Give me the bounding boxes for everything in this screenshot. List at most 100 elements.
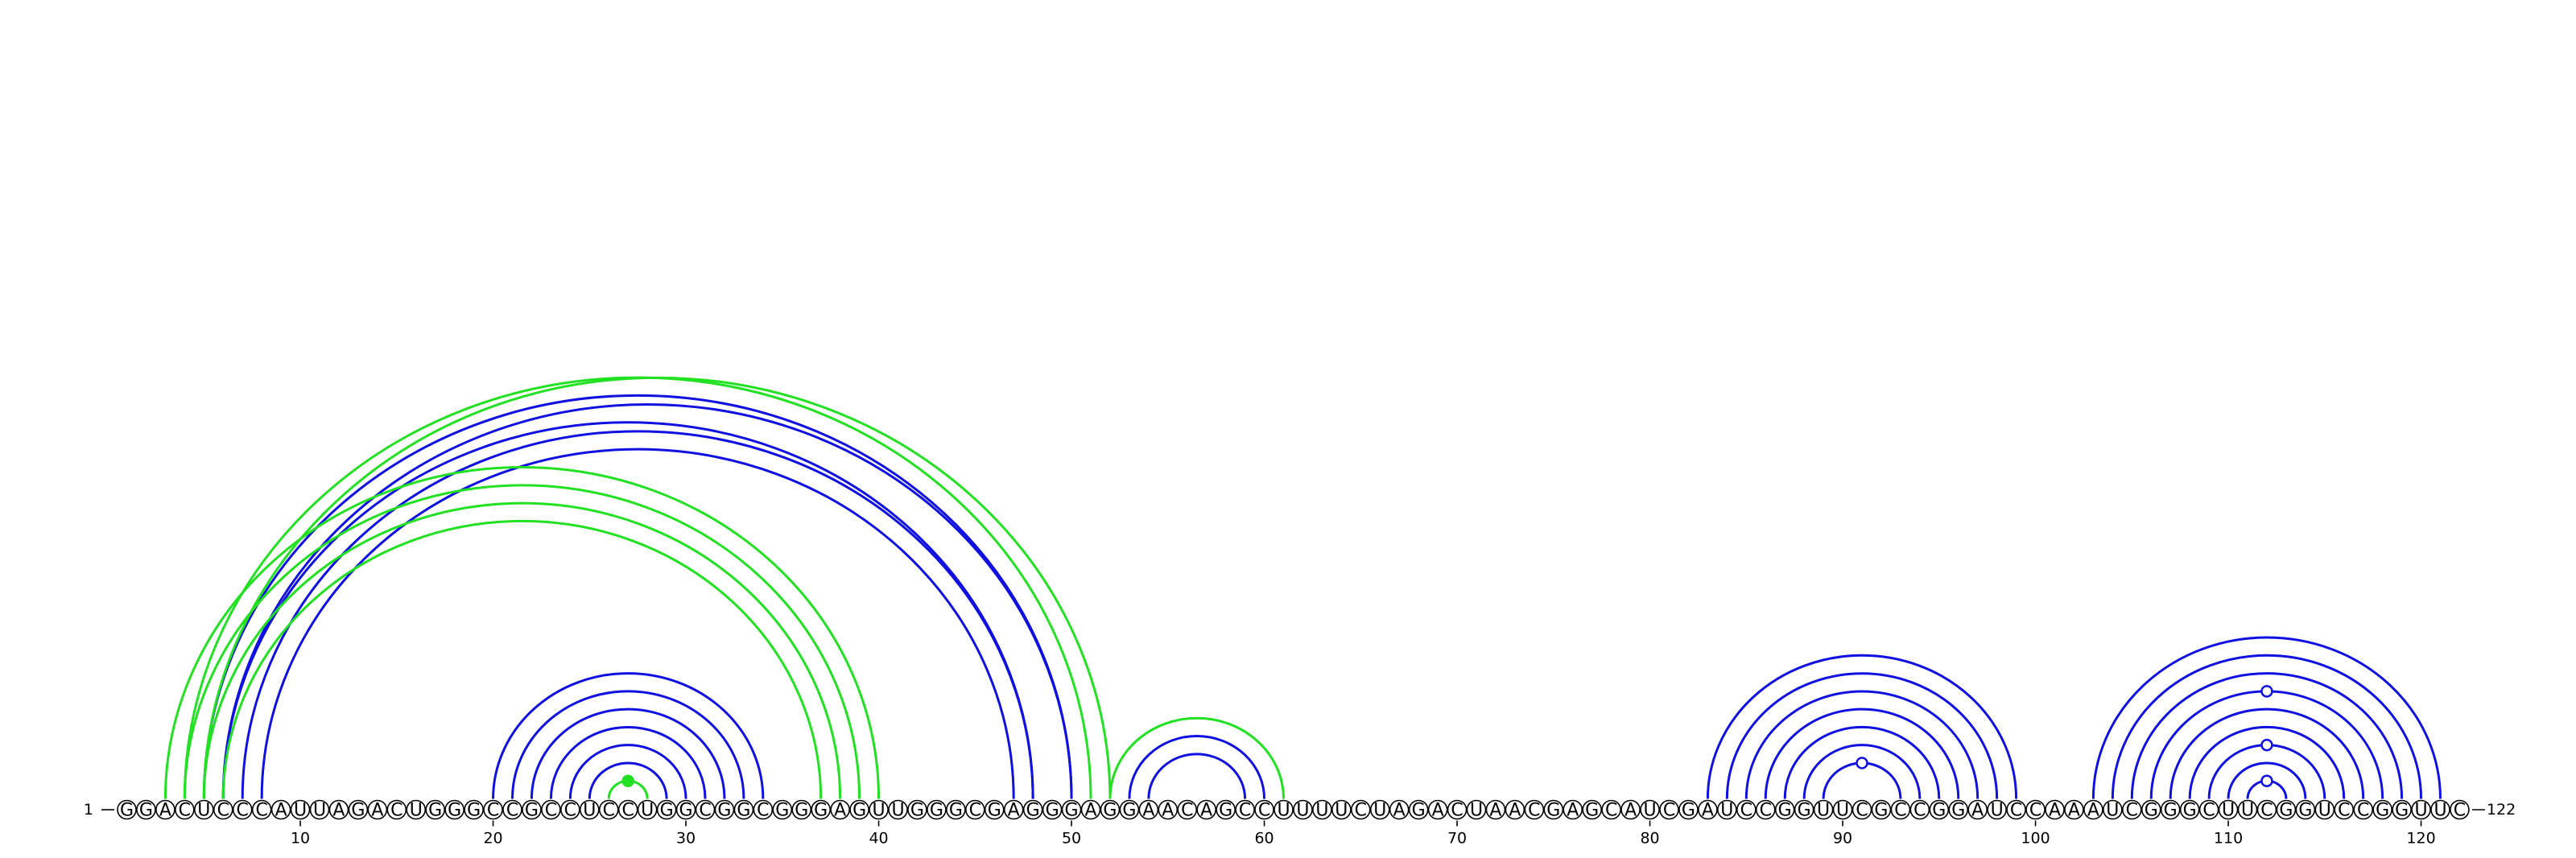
base-circle [2064,799,2084,820]
base-letter: C [179,801,191,821]
base-circle [1351,799,1371,820]
base-circle [1698,799,1718,820]
tick-label-60: 60 [1254,830,1274,848]
base-circle [1427,799,1448,820]
base-circle [1852,799,1872,820]
base-30: G [675,799,696,821]
base-circle [2237,799,2258,820]
base-116: C [2334,799,2355,821]
base-119: G [2392,799,2412,821]
base-circle [1466,799,1487,820]
arc-103-121 [2091,636,2442,799]
base-letter: C [622,801,634,821]
arc-88-94 [1802,744,1922,799]
base-88: G [1794,799,1814,821]
base-circle [2218,799,2239,820]
base-4: C [175,799,195,821]
base-letter: C [1605,801,1617,821]
base-circle [155,799,175,820]
base-circle [1774,799,1795,820]
base-circle [579,799,600,820]
ends-layer: 1 122 [84,801,2516,819]
base-circle [328,799,349,820]
base-letter: A [2068,801,2080,821]
arc-107-117 [2169,707,2365,799]
base-107: G [2160,799,2181,821]
base-circle [753,799,774,820]
base-letter: G [679,801,693,821]
base-letter: U [410,801,423,821]
arc-110-114 [2227,761,2307,799]
base-letter: A [2087,801,2099,821]
base-letter: G [1412,801,1426,821]
base-circle [1640,799,1660,820]
base-49: G [1042,799,1063,821]
base-122: C [2450,799,2470,821]
base-circle [1948,799,1969,820]
base-circle [2006,799,2026,820]
base-letter: U [583,801,596,821]
base-circle [1447,799,1468,820]
base-letter: G [1932,801,1946,821]
base-37: G [811,799,832,821]
base-24: C [560,799,580,821]
base-35: G [772,799,793,821]
arc-6-50 [221,403,1073,799]
base-circle [984,799,1005,820]
base-55: A [1158,799,1179,821]
base-36: G [791,799,812,821]
arc-4-51 [183,376,1092,799]
tick-label-120: 120 [2406,830,2435,848]
base-circle [1909,799,1930,820]
base-58: G [1216,799,1236,821]
base-78: C [1601,799,1621,821]
base-letter: G [1046,801,1059,821]
arc-8-47 [260,448,1015,799]
arc-25-29 [588,761,668,799]
base-letter: G [525,801,539,821]
base-circle [541,799,561,820]
base-letter: C [390,801,402,821]
base-75: G [1543,799,1564,821]
base-circle [637,799,658,820]
base-letter: U [1643,801,1656,821]
base-circle [617,799,638,820]
base-65: C [1351,799,1371,821]
base-circle [560,799,580,820]
base-letter: C [1528,801,1540,821]
base-letter: G [428,801,442,821]
arc-marker-3 [2260,738,2273,752]
base-letter: U [294,801,307,821]
arc-83-99 [1706,654,2018,799]
base-letter: C [217,801,229,821]
base-circle [695,799,716,820]
base-letter: C [564,801,576,821]
base-letter: U [2434,801,2446,821]
base-letter: G [139,801,153,821]
base-letter: C [1355,801,1367,821]
base-letter: G [2298,801,2312,821]
base-circle [2314,799,2335,820]
base-letter: A [1702,801,1714,821]
base-circle [811,799,832,820]
base-84: U [1717,799,1737,821]
base-letter: C [1760,801,1772,821]
base-81: C [1659,799,1679,821]
base-letter: G [1546,801,1560,821]
base-circle [1813,799,1834,820]
base-circle [1524,799,1545,820]
base-letter: G [1951,801,1965,821]
base-98: U [1987,799,2007,821]
arc-84-98 [1725,672,1999,799]
base-31: C [695,799,716,821]
arc-23-31 [549,725,707,799]
base-letter: G [448,801,461,821]
base-letter: G [814,801,828,821]
base-letter: G [1122,801,1136,821]
base-circle [1235,799,1255,820]
base-circle [2334,799,2355,820]
base-letter: C [757,801,769,821]
base-letter: C [487,801,499,821]
base-12: A [328,799,349,821]
base-48: G [1022,799,1043,821]
